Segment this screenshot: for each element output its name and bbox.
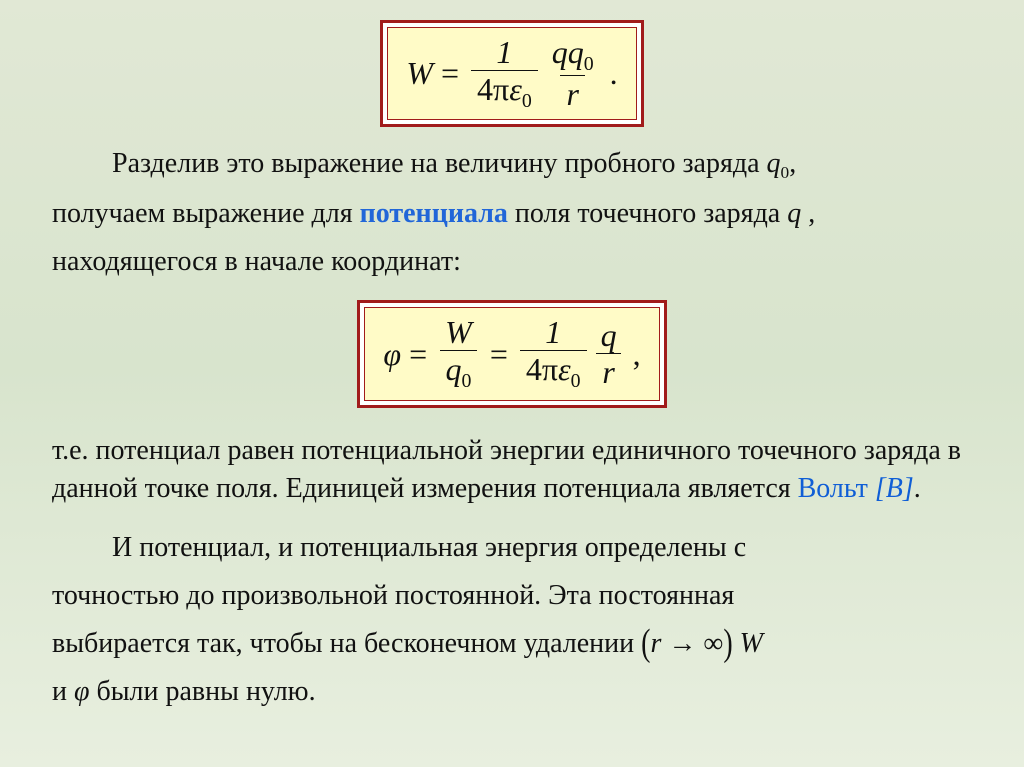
p1-t1-tail: , [789, 148, 796, 179]
p1-t1: Разделив это выражение на величину пробн… [112, 148, 767, 179]
p1-q0-sub: 0 [781, 163, 790, 182]
p1-t2b: поля точечного заряда [508, 198, 787, 229]
f1-frac1-den-4pi: 4π [477, 71, 509, 107]
f2-frac2-den: 4πε0 [520, 350, 587, 392]
f2-frac1: W q0 [439, 316, 478, 391]
formula-2: φ = W q0 = 1 4πε0 q r [364, 307, 659, 400]
f2-frac2-den-eps: ε [558, 351, 571, 387]
f1-frac1: 1 4πε0 [471, 36, 538, 111]
f2-eq1: = [409, 333, 427, 376]
p2-volt: Вольт [798, 473, 868, 504]
f1-frac2-num-q: q [552, 34, 568, 70]
formula-2-outer-frame: φ = W q0 = 1 4πε0 q r [357, 300, 666, 407]
slide: W = 1 4πε0 qq0 r . Разделив это вы [0, 0, 1024, 767]
p3-t2: точностью до произвольной постоянной. Эт… [52, 580, 734, 611]
paragraph-3-line2: точностью до произвольной постоянной. Эт… [52, 577, 972, 615]
f1-frac2-num-q0: q [568, 34, 584, 70]
p3-rparen: ) [723, 618, 732, 669]
p3-W: W [733, 628, 763, 659]
paragraph-1-line1: Разделив это выражение на величину пробн… [52, 145, 972, 184]
f2-frac1-den: q0 [440, 350, 478, 392]
f1-frac2: qq0 r [546, 36, 600, 111]
p1-key: потенциала [360, 198, 508, 229]
f1-frac2-num: qq0 [546, 36, 600, 75]
p2-tail: . [914, 473, 921, 504]
formula-1: W = 1 4πε0 qq0 r . [387, 27, 636, 120]
f2-frac2-den-4pi: 4π [526, 351, 558, 387]
f2-frac2: 1 4πε0 [520, 316, 587, 391]
f2-frac3: q r [595, 319, 623, 389]
p3-r: r [650, 628, 661, 659]
paragraph-1-line3: находящегося в начале координат: [52, 243, 972, 281]
f2-frac2-num: 1 [539, 316, 567, 350]
f2-frac2-den-sub: 0 [571, 370, 581, 392]
p3-arrow: → [661, 628, 703, 659]
f1-frac1-den-sub: 0 [522, 90, 532, 112]
formula-1-outer-frame: W = 1 4πε0 qq0 r . [380, 20, 643, 127]
p3-t3a: выбирается так, чтобы на бесконечном уда… [52, 628, 641, 659]
p1-t2a: получаем выражение для [52, 198, 360, 229]
f1-frac1-num: 1 [490, 36, 518, 70]
f2-frac1-den-sub: 0 [462, 370, 472, 392]
f2-frac3-num: q [595, 319, 623, 353]
p1-t2-tail: , [801, 198, 815, 229]
p3-lparen: ( [641, 618, 650, 669]
f2-trail: , [633, 333, 641, 376]
p3-inf: ∞ [703, 628, 723, 659]
paragraph-2: т.е. потенциал равен потенциальной энерг… [52, 432, 972, 508]
f1-lhs: W [406, 52, 433, 95]
f2-phi: φ [383, 333, 401, 376]
paragraph-3-line3: выбирается так, чтобы на бесконечном уда… [52, 625, 972, 663]
formula-1-wrap: W = 1 4πε0 qq0 r . [52, 20, 972, 127]
p3-phi: φ [74, 676, 90, 707]
f2-eq2: = [490, 333, 508, 376]
p3-t1: И потенциал, и потенциальная энергия опр… [112, 532, 746, 563]
p1-q0: q [767, 148, 781, 179]
p2-volt-unit: [В] [868, 473, 914, 504]
p3-t4a: и [52, 676, 74, 707]
f1-frac1-den-eps: ε [509, 71, 522, 107]
f2-frac1-den-q: q [446, 351, 462, 387]
paragraph-3-line4: и φ были равны нулю. [52, 673, 972, 711]
f1-frac1-den: 4πε0 [471, 70, 538, 112]
f2-frac3-den: r [596, 353, 620, 390]
p1-q: q [787, 198, 801, 229]
p1-t3: находящегося в начале координат: [52, 246, 461, 277]
f1-frac2-den: r [560, 75, 584, 112]
f1-trail: . [610, 52, 618, 95]
paragraph-1-line2: получаем выражение для потенциала поля т… [52, 195, 972, 233]
p3-t4b: были равны нулю. [89, 676, 315, 707]
f2-frac1-num: W [439, 316, 478, 350]
f1-eq: = [441, 52, 459, 95]
paragraph-3-line1: И потенциал, и потенциальная энергия опр… [52, 529, 972, 567]
formula-2-wrap: φ = W q0 = 1 4πε0 q r [52, 300, 972, 407]
f1-frac2-num-q0-sub: 0 [584, 53, 594, 75]
